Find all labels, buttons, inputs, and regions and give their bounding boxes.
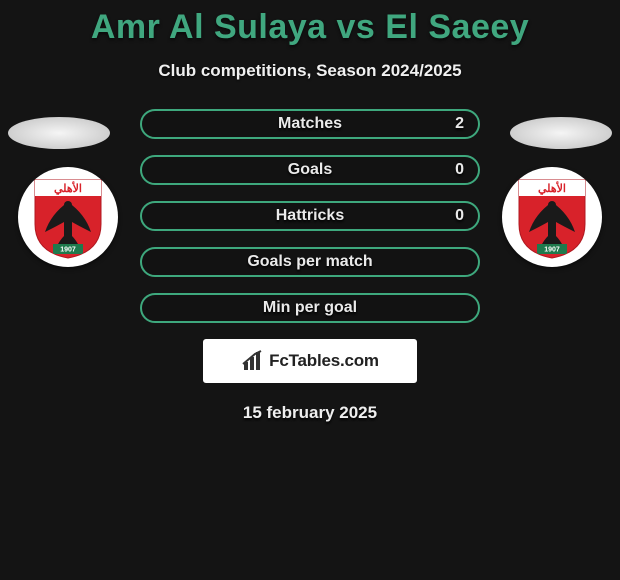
player-left-club-badge: الأهلي 1907 xyxy=(18,167,118,267)
svg-text:1907: 1907 xyxy=(544,247,560,254)
bar-chart-icon xyxy=(241,350,267,372)
stat-row-goals-per-match: Goals per match xyxy=(140,247,480,277)
stat-label: Goals per match xyxy=(247,253,372,271)
player-right-club-badge: الأهلي 1907 xyxy=(502,167,602,267)
subtitle: Club competitions, Season 2024/2025 xyxy=(0,61,620,81)
stat-value: 0 xyxy=(455,161,464,179)
svg-text:الأهلي: الأهلي xyxy=(538,181,566,196)
brand-attribution[interactable]: FcTables.com xyxy=(203,339,417,383)
svg-text:الأهلي: الأهلي xyxy=(54,181,82,196)
al-ahly-crest-icon: الأهلي 1907 xyxy=(31,174,105,260)
player-left-avatar xyxy=(8,117,110,149)
stats-list: Matches 2 Goals 0 Hattricks 0 Goals per … xyxy=(140,109,480,323)
player-right-avatar xyxy=(510,117,612,149)
stat-label: Hattricks xyxy=(276,207,344,225)
stat-row-hattricks: Hattricks 0 xyxy=(140,201,480,231)
snapshot-date: 15 february 2025 xyxy=(0,403,620,423)
brand-text: FcTables.com xyxy=(269,351,379,371)
stat-row-matches: Matches 2 xyxy=(140,109,480,139)
al-ahly-crest-icon: الأهلي 1907 xyxy=(515,174,589,260)
stat-label: Min per goal xyxy=(263,299,357,317)
svg-text:1907: 1907 xyxy=(60,247,76,254)
stat-value: 0 xyxy=(455,207,464,225)
stat-label: Matches xyxy=(278,115,342,133)
stat-label: Goals xyxy=(288,161,332,179)
comparison-panel: الأهلي 1907 الأهلي 1907 Matches xyxy=(0,109,620,423)
stat-row-goals: Goals 0 xyxy=(140,155,480,185)
stat-row-min-per-goal: Min per goal xyxy=(140,293,480,323)
page-title: Amr Al Sulaya vs El Saeey xyxy=(0,0,620,47)
stat-value: 2 xyxy=(455,115,464,133)
